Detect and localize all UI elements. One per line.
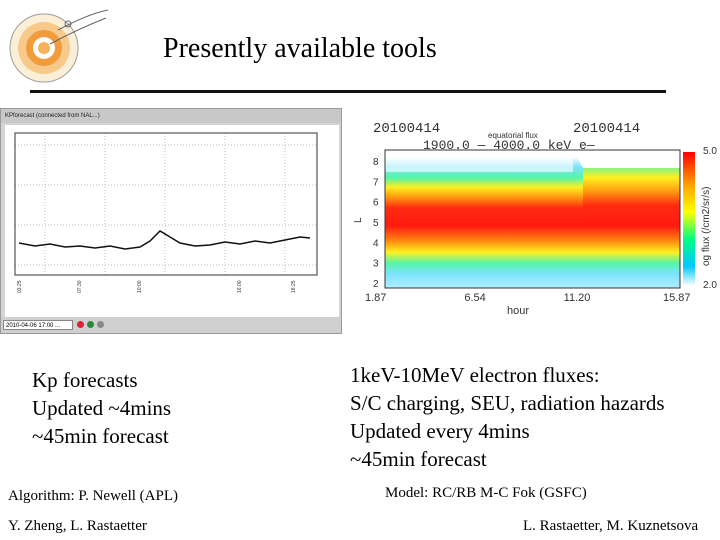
colorbar-tick-top: 5.0 bbox=[703, 146, 717, 157]
kp-description-line: Updated ~4mins bbox=[32, 396, 172, 420]
flux-colorbar bbox=[683, 152, 695, 286]
kp-window-titlebar: KPforecast (connected from NAL...) bbox=[1, 109, 341, 123]
kp-description-line: ~45min forecast bbox=[32, 424, 169, 448]
svg-text:18:25: 18:25 bbox=[291, 280, 297, 293]
svg-text:16:00: 16:00 bbox=[237, 280, 243, 293]
flux-ylabel: L bbox=[353, 217, 364, 223]
flux-description: 1keV-10MeV electron fluxes: S/C charging… bbox=[350, 361, 665, 473]
svg-text:10:00: 10:00 bbox=[137, 280, 143, 293]
status-indicator-icon[interactable] bbox=[97, 321, 104, 328]
electron-flux-plot: 20100414 20100414 equatorial flux 1900.0… bbox=[353, 121, 717, 317]
flux-ytick-label: 2 bbox=[373, 279, 379, 290]
kp-forecast-plot: 03:25 07:30 10:00 16:00 18:25 bbox=[5, 125, 339, 317]
flux-plot-label: equatorial flux bbox=[488, 131, 538, 140]
flux-ytick-label: 5 bbox=[373, 218, 379, 229]
flux-energy-range: 1900.0 — 4000.0 keV e— bbox=[423, 138, 595, 153]
colorbar-tick-bottom: 2.0 bbox=[703, 280, 717, 291]
play-icon[interactable] bbox=[87, 321, 94, 328]
flux-description-line: Updated every 4mins bbox=[350, 419, 530, 443]
slide-title: Presently available tools bbox=[163, 33, 437, 64]
flux-ytick-label: 3 bbox=[373, 259, 379, 270]
flux-ytick-label: 8 bbox=[373, 157, 379, 168]
kp-description-line: Kp forecasts bbox=[32, 368, 138, 392]
colorbar-label: og flux (/cm2/sr/s) bbox=[701, 187, 712, 266]
flux-description-line: ~45min forecast bbox=[350, 447, 487, 471]
algorithm-credit: Algorithm: P. Newell (APL) bbox=[8, 488, 178, 504]
flux-date-right: 20100414 bbox=[573, 121, 640, 137]
electron-flux-panel: 20100414 20100414 equatorial flux 1900.0… bbox=[343, 108, 720, 328]
flux-ytick-label: 4 bbox=[373, 238, 379, 249]
flux-xtick-label: 6.54 bbox=[464, 292, 485, 304]
svg-text:07:30: 07:30 bbox=[77, 280, 83, 293]
svg-text:03:25: 03:25 bbox=[17, 280, 23, 293]
flux-xtick-label: 11.20 bbox=[564, 292, 591, 304]
title-divider bbox=[30, 90, 666, 93]
kp-status-field[interactable]: 2010-04-06 17:00 ... bbox=[3, 320, 73, 330]
model-credit: Model: RC/RB M-C Fok (GSFC) bbox=[385, 485, 587, 501]
flux-date-left: 20100414 bbox=[373, 121, 440, 137]
flux-xtick-label: 15.87 bbox=[663, 292, 691, 304]
flux-xtick-label: 1.87 bbox=[365, 292, 386, 304]
flux-ytick-label: 6 bbox=[373, 198, 379, 209]
sun-logo-icon bbox=[8, 4, 108, 88]
author-credit-right: L. Rastaetter, M. Kuznetsova bbox=[523, 518, 699, 534]
kp-forecast-window: KPforecast (connected from NAL...) 03:25… bbox=[0, 108, 342, 334]
record-icon[interactable] bbox=[77, 321, 84, 328]
kp-description: Kp forecasts Updated ~4mins ~45min forec… bbox=[32, 366, 171, 450]
flux-ytick-label: 7 bbox=[373, 177, 379, 188]
flux-description-line: S/C charging, SEU, radiation hazards bbox=[350, 391, 665, 415]
flux-description-line: 1keV-10MeV electron fluxes: bbox=[350, 363, 600, 387]
author-credit-left: Y. Zheng, L. Rastaetter bbox=[8, 518, 147, 534]
kp-window-statusbar: 2010-04-06 17:00 ... bbox=[1, 317, 341, 333]
flux-xlabel: hour bbox=[507, 305, 529, 317]
